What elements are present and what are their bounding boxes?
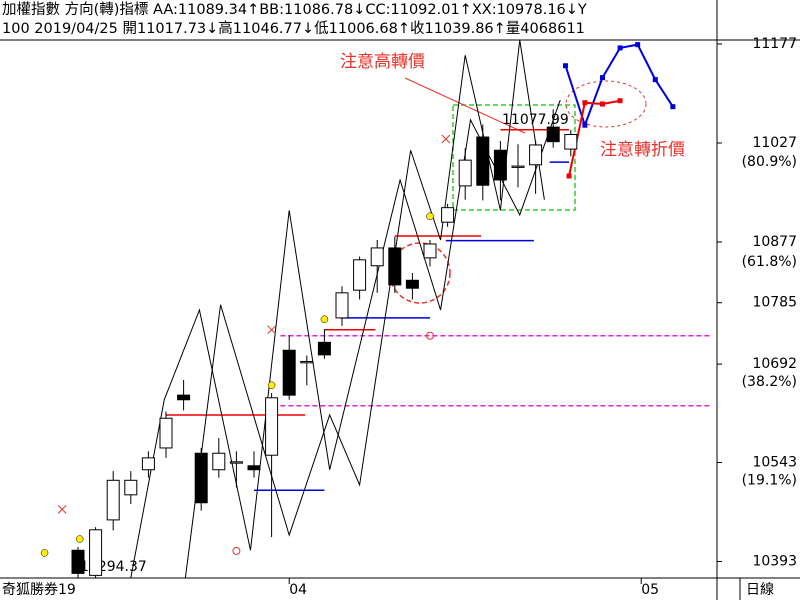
header-line: 加權指數 方向(轉)指標 AA:11089.34↑BB:11086.78↓CC:… (2, 1, 587, 18)
retracement-label: (61.8%) (742, 254, 797, 270)
retracement-label: (19.1%) (742, 472, 797, 488)
candle-body (564, 133, 578, 150)
line-marker (617, 98, 623, 104)
signal-dot (76, 535, 84, 543)
arrow (404, 77, 526, 134)
line-marker (566, 173, 572, 179)
signal-dot (320, 315, 329, 323)
candle-body (493, 149, 507, 181)
candle-body (405, 279, 419, 289)
x-tick-label: 05 (641, 582, 659, 598)
line-marker (635, 42, 641, 48)
retracement-label: (80.9%) (742, 154, 797, 170)
candle-body (124, 479, 138, 496)
candle-body (89, 529, 103, 576)
value-label: 11077.99 (502, 112, 569, 128)
y-tick-label: 10692 (752, 356, 797, 372)
y-tick-label: 10393 (752, 553, 797, 569)
candle-body (529, 144, 543, 166)
candle-body (194, 452, 208, 504)
candle-body (388, 247, 402, 286)
candle-body (317, 341, 331, 356)
source-label: 奇狐勝券19 (2, 581, 76, 598)
line-marker (599, 75, 605, 81)
candle-body (177, 394, 191, 401)
candle-body (441, 207, 455, 223)
x-tick-label: 04 (289, 582, 307, 598)
y-tick-label: 11177 (752, 36, 797, 52)
candle-body (265, 397, 279, 456)
period-label: 日線 (746, 582, 774, 598)
signal-dot (426, 212, 434, 221)
header-line: 100 2019/04/25 開11017.73↓高11046.77↓低1100… (2, 20, 585, 37)
candle-body (300, 360, 314, 364)
candle-body (370, 247, 384, 267)
highlight-box (452, 104, 576, 211)
candle-body (159, 417, 173, 449)
candle-body (546, 126, 560, 143)
candle-body (106, 479, 120, 521)
highlight-ellipse (565, 80, 647, 128)
signal-cross (441, 134, 451, 144)
line-marker (617, 45, 623, 51)
candle-body (423, 243, 437, 259)
candle-body (229, 461, 243, 464)
candle-body (458, 159, 472, 187)
candle-body (247, 465, 261, 471)
candle-body (212, 452, 226, 471)
y-tick-label: 10543 (752, 454, 797, 470)
candle-body (476, 136, 490, 186)
retracement-label: (38.2%) (742, 374, 797, 390)
signal-dot (267, 381, 276, 389)
candle-body (282, 349, 296, 396)
candle-body (335, 292, 349, 319)
y-tick-label: 10877 (752, 234, 797, 250)
annotation: 注意高轉價 (340, 52, 425, 72)
signal-dot (40, 549, 49, 557)
candle-body (141, 457, 155, 471)
candle-body (511, 165, 525, 168)
line-marker (582, 100, 588, 106)
line-marker (563, 63, 569, 69)
line-marker (670, 104, 676, 110)
highlight-circle (389, 242, 451, 304)
line-marker (582, 122, 588, 128)
y-tick-label: 11027 (752, 135, 797, 151)
annotation: 注意轉折價 (600, 140, 685, 160)
candle-body (353, 259, 367, 291)
y-tick-label: 10785 (752, 295, 797, 311)
candle-body (71, 549, 85, 574)
signal-circle (232, 546, 241, 555)
signal-cross (267, 325, 276, 335)
signal-cross (57, 504, 67, 514)
signal-circle (426, 331, 434, 340)
line-marker (599, 101, 605, 107)
line-marker (652, 77, 658, 83)
